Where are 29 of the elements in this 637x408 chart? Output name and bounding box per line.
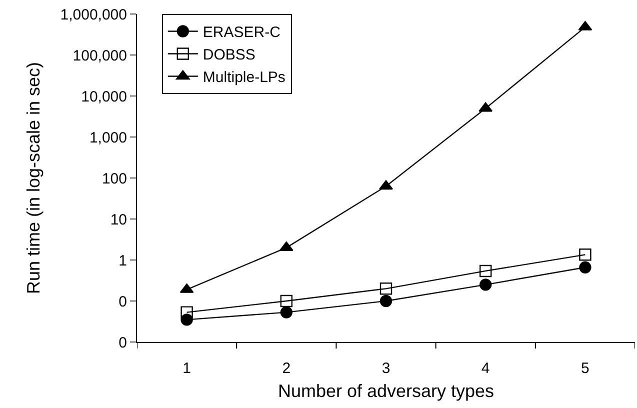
x-tick-label: 1 [182, 360, 191, 377]
y-tick-label: 100 [102, 170, 127, 188]
point [579, 261, 592, 274]
point [180, 306, 193, 318]
point [280, 306, 292, 318]
point [480, 278, 492, 291]
x-axis-title: Number of adversary types [278, 381, 494, 402]
legend-label: Multiple-LPs [202, 69, 286, 86]
legend-label: ERASER-C [202, 24, 281, 42]
x-tick-label: 3 [382, 360, 390, 377]
y-tick-label: 1,000,000 [60, 6, 127, 24]
y-tick-label: 1,000 [89, 129, 127, 146]
x-tick-label: 2 [282, 360, 291, 377]
y-tick-label: 10,000 [81, 88, 127, 106]
y-tick-label: 10 [110, 211, 127, 228]
point [380, 282, 392, 295]
point [280, 294, 292, 308]
y-tick-label: 100,000 [72, 47, 127, 64]
y-tick-label: 0 [118, 334, 127, 352]
point [480, 264, 492, 278]
point [379, 180, 393, 190]
y-axis-title: Run time (in log-scale in sec) [23, 62, 44, 294]
point [579, 248, 592, 261]
x-tick-label: 4 [481, 360, 490, 377]
y-tick-label: 1 [118, 252, 127, 270]
x-tick-label: 5 [581, 360, 590, 377]
legend-label: DOBSS [202, 46, 256, 64]
y-tick-label: 0 [118, 293, 127, 310]
point [380, 294, 392, 308]
